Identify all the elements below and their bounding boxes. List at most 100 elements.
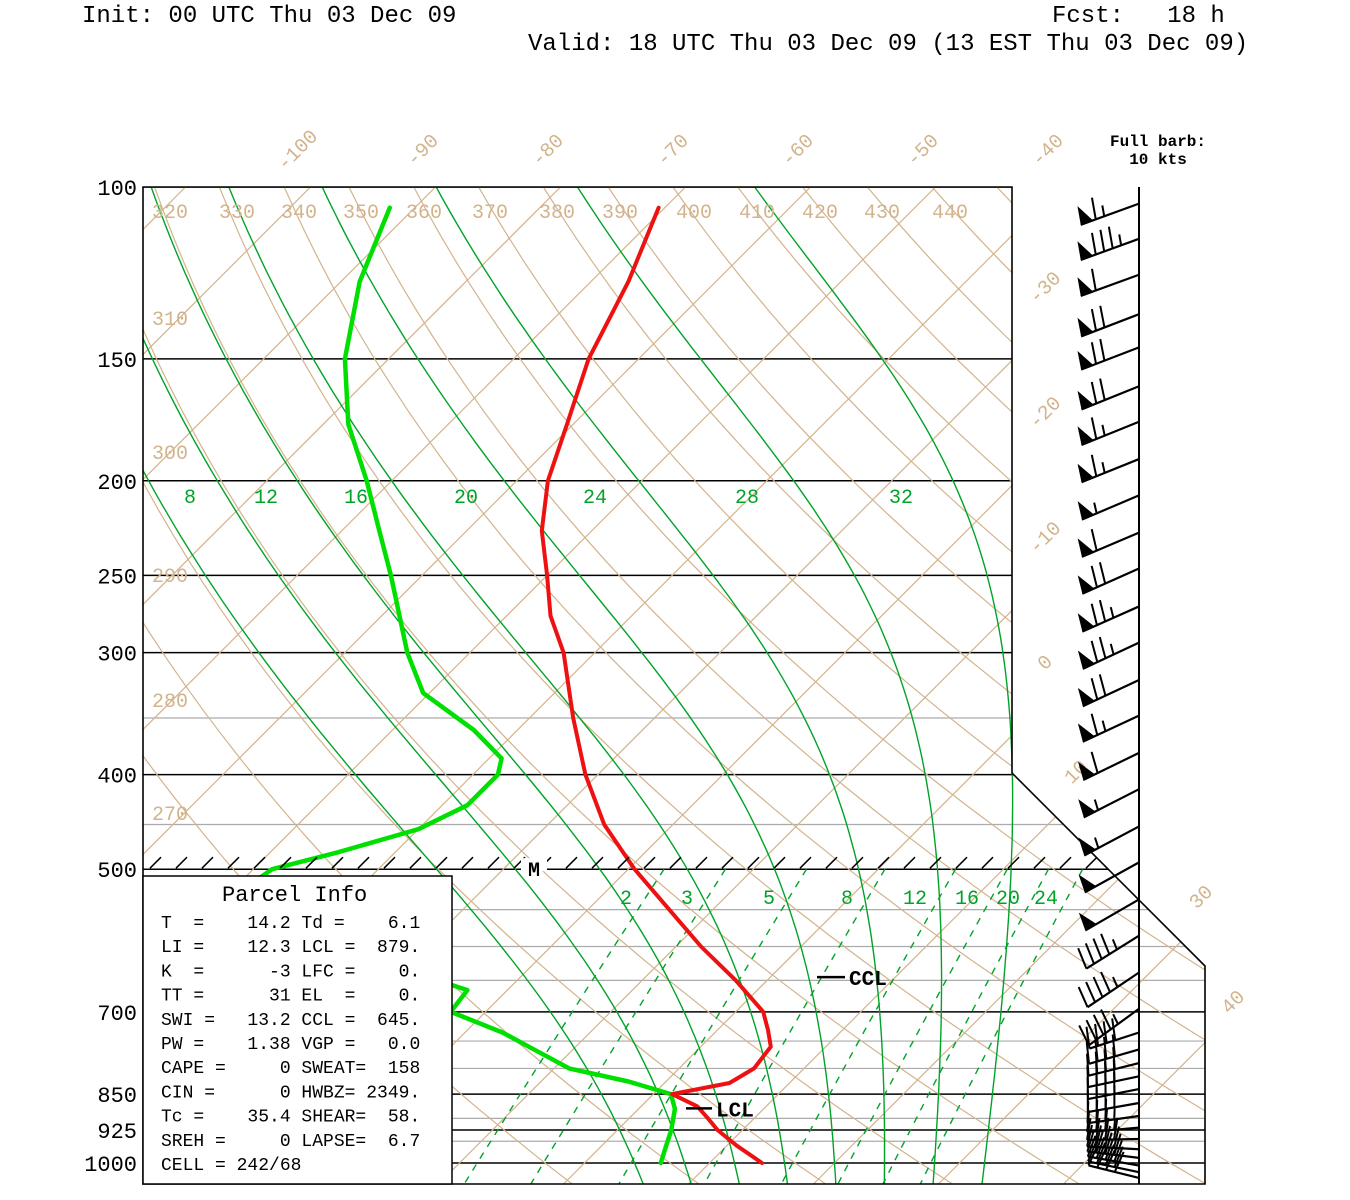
wind-barb — [1077, 599, 1140, 633]
dry-adiabat-label-top: 360 — [406, 202, 442, 225]
wind-barb — [1078, 861, 1140, 894]
pressure-axis-label: 100 — [97, 177, 137, 202]
isotherm-line — [143, 187, 686, 1184]
m-line-hatch — [851, 856, 864, 869]
mixing-ratio-label: 24 — [1034, 888, 1058, 911]
m-line-hatch — [981, 856, 994, 869]
wind-barb — [1077, 417, 1140, 447]
dry-adiabat-label-top: 440 — [932, 202, 968, 225]
dry-adiabat-line — [737, 187, 1205, 1184]
isotherm-line — [438, 187, 1205, 1184]
m-line-hatch — [721, 856, 734, 869]
wind-barb — [1077, 378, 1140, 411]
moist-adiabat-line — [225, 187, 789, 1184]
pressure-axis-label: 700 — [97, 1002, 137, 1027]
wind-barb — [1077, 268, 1140, 297]
wind-barb — [1077, 636, 1140, 670]
wind-barb — [1087, 1140, 1140, 1174]
mixing-ratio-label: 8 — [841, 888, 853, 911]
m-line-hatch — [669, 856, 682, 869]
isotherm-label-right: -20 — [1025, 393, 1067, 435]
moist-adiabat-line — [143, 187, 644, 1184]
dry-adiabat-line — [802, 187, 1205, 1184]
m-line-hatch — [799, 856, 812, 869]
dry-adiabat-line — [478, 187, 1205, 1184]
pressure-axis-label: 500 — [97, 859, 137, 884]
mixing-ratio-line — [837, 868, 1008, 1184]
m-line-hatch — [461, 856, 474, 869]
wind-barb — [1078, 788, 1140, 819]
moist-adiabat-label: 28 — [735, 487, 759, 510]
m-line-hatch — [175, 856, 188, 869]
dry-adiabat-line — [413, 187, 1205, 1184]
isotherm-line — [143, 187, 311, 1184]
isotherm-label-top: -80 — [528, 130, 570, 172]
wind-barb — [1077, 933, 1140, 970]
wind-barb — [1077, 971, 1140, 1009]
mixing-ratio-line — [780, 868, 957, 1184]
dry-adiabat-line — [866, 187, 1205, 1184]
isotherm-line — [1063, 187, 1205, 1184]
lcl-label: LCL — [716, 1100, 754, 1123]
isotherm-label-diagonal: 40 — [1217, 986, 1250, 1019]
isotherm-line — [143, 187, 561, 1184]
isotherm-label-right: -30 — [1025, 268, 1067, 310]
m-line-hatch — [591, 856, 604, 869]
dry-adiabat-line — [283, 187, 1205, 1184]
isotherm-line — [313, 187, 1205, 1184]
m-line-hatch — [565, 856, 578, 869]
isotherm-label-top: -50 — [903, 130, 945, 172]
dry-adiabat-label-top: 330 — [219, 202, 255, 225]
parcel-info-row: K = -3 LFC = 0. — [161, 962, 420, 982]
wind-barb — [1078, 751, 1140, 782]
isotherm-line — [143, 187, 936, 1184]
parcel-info-row: CELL = 242/68 — [161, 1156, 301, 1176]
dry-adiabat-label-top: 350 — [343, 202, 379, 225]
pressure-axis-label: 400 — [97, 765, 137, 790]
forecast-hour-label: Fcst: 18 h — [1052, 3, 1225, 30]
mixing-ratio-label: 12 — [903, 888, 927, 911]
dry-adiabat-line — [143, 187, 826, 1184]
m-line-hatch — [643, 856, 656, 869]
pressure-axis-label: 1000 — [84, 1153, 137, 1178]
parcel-info-row: TT = 31 EL = 0. — [161, 987, 420, 1007]
wind-barb — [1077, 713, 1140, 743]
dry-adiabat-label-top: 400 — [676, 202, 712, 225]
mixing-ratio-label: 16 — [955, 888, 979, 911]
m-label-gap — [521, 858, 547, 872]
moist-adiabat-line — [431, 187, 886, 1184]
parcel-info-row: CIN = 0 HWBZ= 2349. — [161, 1083, 420, 1103]
m-line-hatch — [903, 856, 916, 869]
moist-adiabat-label: 32 — [889, 487, 913, 510]
m-line-hatch — [1085, 856, 1098, 869]
dry-adiabat-label-top: 420 — [802, 202, 838, 225]
mixing-ratio-label: 2 — [620, 888, 632, 911]
parcel-info-row: Tc = 35.4 SHEAR= 58. — [161, 1108, 420, 1128]
m-line-hatch — [825, 856, 838, 869]
m-line-hatch — [149, 856, 162, 869]
wind-barb — [1077, 528, 1140, 558]
isotherm-label-top: -90 — [403, 130, 445, 172]
m-line-hatch — [929, 856, 942, 869]
m-line-hatch — [747, 856, 760, 869]
wind-barb — [1077, 494, 1140, 521]
isotherm-line — [143, 187, 811, 1184]
m-line-hatch — [279, 856, 292, 869]
m-line-hatch — [305, 856, 318, 869]
dry-adiabat-line — [218, 187, 1205, 1184]
wind-barb — [1078, 825, 1140, 857]
parcel-info-title: Parcel Info — [222, 883, 367, 908]
wind-barb — [1077, 338, 1140, 371]
dry-adiabat-label-top: 320 — [152, 202, 188, 225]
wind-barb-legend-line1: Full barb: — [1109, 133, 1206, 151]
mixing-ratio-line — [919, 868, 1084, 1184]
wind-barb — [1078, 898, 1140, 932]
pressure-axis-label: 300 — [97, 643, 137, 668]
moist-adiabat-line — [748, 187, 1014, 1184]
m-line-hatch — [435, 856, 448, 869]
pressure-axis-label: 200 — [97, 471, 137, 496]
m-line-hatch — [1033, 856, 1046, 869]
dry-adiabat-label-top: 370 — [472, 202, 508, 225]
dry-adiabat-line — [348, 187, 1205, 1184]
